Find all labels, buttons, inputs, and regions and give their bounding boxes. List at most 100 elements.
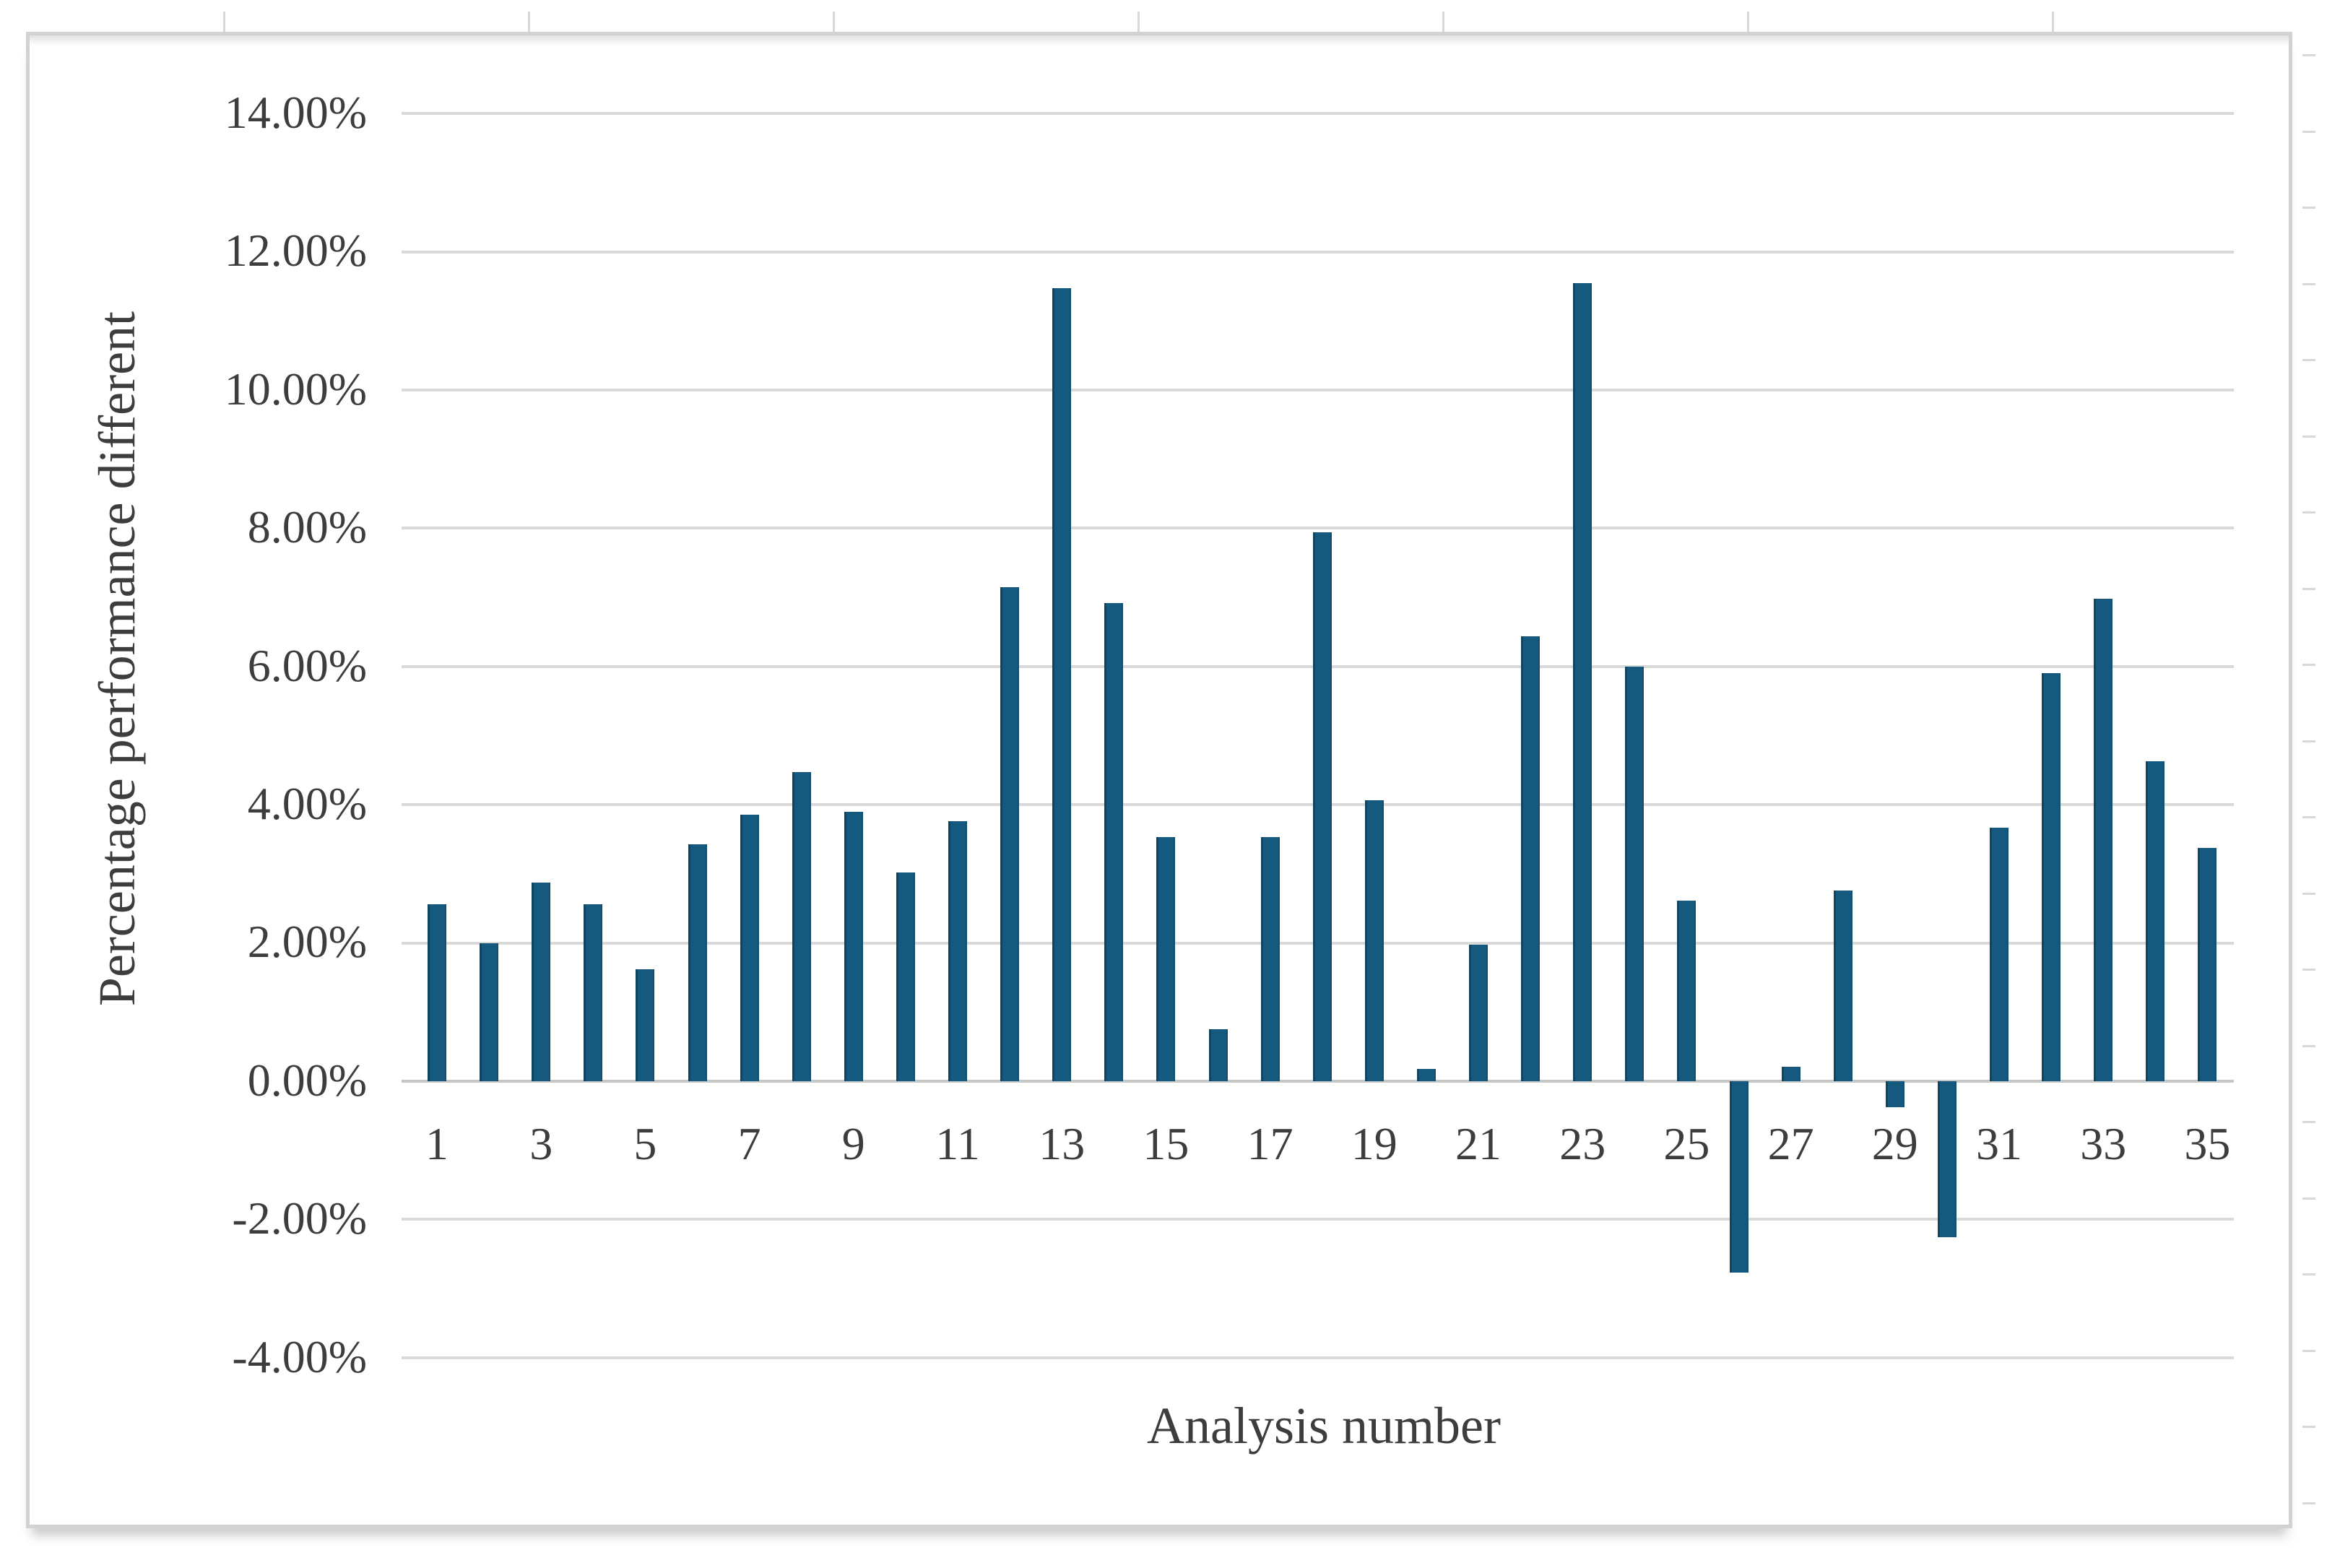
y-tick-label: 0.00% — [247, 1054, 367, 1106]
right-ruler-tick — [2302, 1426, 2315, 1428]
x-tick-label: 9 — [841, 1118, 865, 1169]
bar-14 — [1104, 602, 1124, 1081]
y-tick-label: 2.00% — [247, 916, 367, 968]
y-tick-label: -2.00% — [232, 1192, 367, 1244]
top-ruler-tick — [1747, 12, 1749, 32]
bar-13 — [1052, 288, 1072, 1081]
y-tick-label: 6.00% — [247, 639, 367, 691]
bar-21 — [1469, 944, 1488, 1081]
right-ruler-tick — [2302, 130, 2315, 133]
bar-12 — [1000, 586, 1020, 1081]
bar-28 — [1833, 890, 1852, 1081]
y-tick-label: -4.00% — [232, 1330, 367, 1382]
gridline — [402, 1218, 2234, 1221]
top-ruler-tick — [2052, 12, 2054, 32]
right-ruler-tick — [2302, 359, 2315, 361]
right-ruler-tick — [2302, 816, 2315, 818]
x-tick-label: 31 — [1976, 1118, 2022, 1169]
bar-20 — [1416, 1068, 1436, 1081]
x-tick-label: 27 — [1767, 1118, 1814, 1169]
x-tick-label: 1 — [425, 1118, 448, 1169]
bar-35 — [2198, 847, 2217, 1081]
bar-15 — [1156, 837, 1176, 1081]
right-ruler-tick — [2302, 282, 2315, 285]
right-ruler-tick — [2302, 54, 2315, 56]
bar-30 — [1937, 1081, 1956, 1238]
bar-1 — [428, 904, 446, 1081]
right-ruler-tick — [2302, 969, 2315, 971]
gridline — [402, 1356, 2234, 1359]
gridline — [402, 527, 2234, 530]
x-tick-label: 33 — [2080, 1118, 2127, 1169]
bar-22 — [1521, 636, 1540, 1081]
x-tick-label: 11 — [935, 1118, 980, 1169]
x-tick-label: 7 — [737, 1118, 761, 1169]
y-tick-label: 12.00% — [224, 225, 367, 277]
bar-11 — [948, 821, 967, 1081]
bar-26 — [1729, 1081, 1748, 1273]
x-tick-label: 21 — [1455, 1118, 1502, 1169]
x-axis-title: Analysis number — [1147, 1397, 1501, 1455]
bar-16 — [1208, 1029, 1228, 1081]
bar-18 — [1312, 532, 1332, 1081]
x-tick-label: 5 — [633, 1118, 657, 1169]
bar-23 — [1573, 282, 1592, 1081]
y-axis-title: Percentage performance different — [88, 311, 146, 1007]
x-tick-label: 17 — [1247, 1118, 1294, 1169]
bar-3 — [532, 883, 551, 1081]
top-ruler-tick — [833, 12, 835, 32]
right-ruler-tick — [2302, 1197, 2315, 1200]
right-ruler-tick — [2302, 1502, 2315, 1504]
x-tick-label: 29 — [1871, 1118, 1918, 1169]
gridline — [402, 250, 2234, 254]
chart-frame — [26, 32, 2292, 1528]
bar-25 — [1677, 901, 1696, 1081]
bar-17 — [1260, 837, 1280, 1081]
bar-8 — [792, 772, 811, 1081]
bar-34 — [2146, 761, 2165, 1081]
x-tick-label: 15 — [1143, 1118, 1190, 1169]
y-tick-label: 4.00% — [247, 777, 367, 829]
y-tick-label: 8.00% — [247, 501, 367, 553]
right-ruler-tick — [2302, 740, 2315, 742]
gridline — [402, 389, 2234, 391]
top-ruler-tick — [528, 12, 530, 32]
x-tick-label: 3 — [529, 1118, 553, 1169]
right-ruler-tick — [2302, 664, 2315, 666]
bar-4 — [584, 904, 603, 1081]
right-ruler-tick — [2302, 1044, 2315, 1047]
x-tick-label: 35 — [2184, 1118, 2231, 1169]
frame-top-shadow — [30, 35, 2289, 46]
right-ruler-tick — [2302, 1349, 2315, 1352]
bar-2 — [480, 943, 499, 1081]
top-ruler-tick — [223, 12, 225, 32]
right-ruler-tick — [2302, 435, 2315, 438]
top-ruler-tick — [1442, 12, 1444, 32]
x-axis-zero-line — [402, 1080, 2234, 1083]
bar-29 — [1885, 1081, 1904, 1108]
right-ruler-tick — [2302, 511, 2315, 514]
bar-31 — [1990, 827, 2008, 1081]
right-ruler-tick — [2302, 587, 2315, 590]
bar-7 — [740, 814, 759, 1081]
right-ruler-tick — [2302, 1273, 2315, 1275]
bar-6 — [688, 844, 707, 1081]
right-ruler-tick — [2302, 1121, 2315, 1123]
bar-32 — [2042, 673, 2061, 1081]
y-tick-label: 10.00% — [224, 363, 367, 415]
top-ruler-tick — [1138, 12, 1140, 32]
bar-24 — [1625, 666, 1644, 1081]
bar-33 — [2094, 599, 2113, 1081]
x-tick-label: 13 — [1039, 1118, 1086, 1169]
bar-10 — [896, 872, 915, 1081]
y-tick-label: 14.00% — [224, 86, 367, 138]
right-ruler-tick — [2302, 892, 2315, 895]
bar-27 — [1781, 1066, 1800, 1081]
gridline — [402, 112, 2234, 116]
right-ruler-tick — [2302, 207, 2315, 209]
bar-19 — [1364, 800, 1384, 1081]
x-tick-label: 25 — [1663, 1118, 1710, 1169]
bar-5 — [636, 969, 655, 1081]
x-tick-label: 23 — [1559, 1118, 1606, 1169]
